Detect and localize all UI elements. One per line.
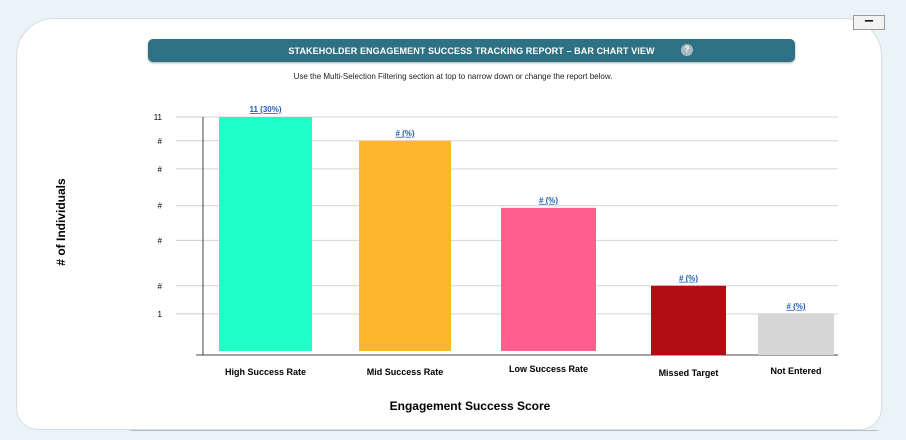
bar-data-label[interactable]: 11 (30%): [249, 105, 281, 114]
bar[interactable]: [758, 313, 834, 355]
help-icon[interactable]: ?: [681, 44, 693, 56]
bar-data-label[interactable]: # (%): [679, 274, 698, 283]
x-category-label: Not Entered: [770, 366, 821, 376]
bar[interactable]: [359, 140, 451, 351]
y-tick-label: 11: [154, 113, 163, 122]
x-category-label: High Success Rate: [225, 367, 306, 377]
report-title: STAKEHOLDER ENGAGEMENT SUCCESS TRACKING …: [288, 45, 655, 56]
y-tick-label: #: [158, 137, 163, 146]
collapse-button[interactable]: −: [853, 15, 885, 30]
x-axis-title: Engagement Success Score: [389, 399, 551, 413]
report-title-bar: STAKEHOLDER ENGAGEMENT SUCCESS TRACKING …: [148, 39, 795, 62]
bar[interactable]: [651, 285, 726, 355]
bar-data-label[interactable]: # (%): [395, 129, 414, 138]
x-category-label: Mid Success Rate: [367, 367, 444, 377]
x-category-label: Missed Target: [659, 368, 719, 378]
y-tick-label: 1: [158, 310, 163, 319]
y-tick-label: #: [158, 282, 163, 291]
bar[interactable]: [219, 117, 312, 351]
filter-instructions: Use the Multi-Selection Filtering sectio…: [293, 72, 613, 81]
y-tick-label: #: [158, 165, 163, 174]
x-category-label: Low Success Rate: [509, 364, 588, 374]
y-tick-label: #: [158, 202, 163, 211]
bar-data-label[interactable]: # (%): [786, 302, 805, 311]
bar-data-label[interactable]: # (%): [539, 196, 558, 205]
card-bottom-rule: [130, 430, 878, 431]
y-tick-label: #: [158, 236, 163, 245]
bar[interactable]: [501, 207, 596, 351]
